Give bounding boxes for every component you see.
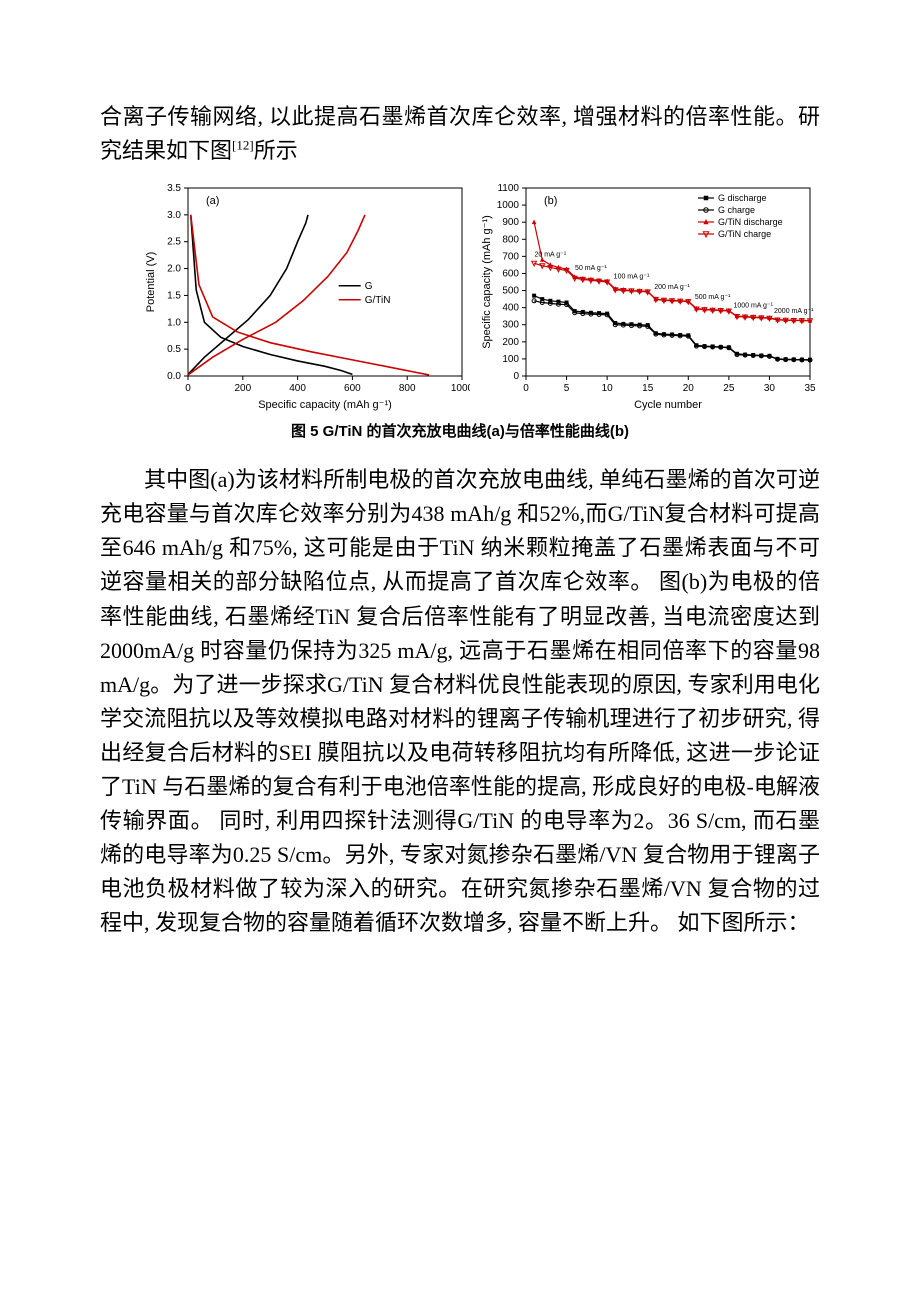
svg-text:50 mA g⁻¹: 50 mA g⁻¹ bbox=[575, 265, 607, 272]
figure-caption: 图 5 G/TiN 的首次充放电曲线(a)与倍率性能曲线(b) bbox=[100, 420, 820, 441]
svg-text:400: 400 bbox=[502, 303, 519, 314]
svg-text:G discharge: G discharge bbox=[718, 193, 767, 203]
svg-text:600: 600 bbox=[344, 383, 361, 394]
svg-text:1000 mA g⁻¹: 1000 mA g⁻¹ bbox=[733, 303, 773, 310]
svg-text:(a): (a) bbox=[206, 195, 219, 207]
intro-text-2: 所示 bbox=[254, 138, 298, 163]
svg-text:300: 300 bbox=[502, 320, 519, 331]
svg-text:400: 400 bbox=[289, 383, 306, 394]
svg-text:1000: 1000 bbox=[451, 383, 470, 394]
svg-text:20 mA g⁻¹: 20 mA g⁻¹ bbox=[534, 252, 566, 259]
svg-text:3.5: 3.5 bbox=[167, 183, 181, 194]
chart-b-svg: 0 5 10 15 20 25 30 35 0 100 200 300 400 500 600 700 800 9… bbox=[476, 182, 816, 412]
svg-text:1.0: 1.0 bbox=[167, 317, 181, 328]
svg-text:2000 mA g⁻¹: 2000 mA g⁻¹ bbox=[774, 308, 814, 315]
svg-text:Cycle number: Cycle number bbox=[634, 399, 702, 411]
svg-text:800: 800 bbox=[399, 383, 416, 394]
intro-paragraph: 合离子传输网络, 以此提高石墨烯首次库仑效率, 增强材料的倍率性能。研究结果如下… bbox=[100, 100, 820, 168]
svg-text:2.5: 2.5 bbox=[167, 237, 181, 248]
svg-text:0.5: 0.5 bbox=[167, 344, 181, 355]
svg-text:900: 900 bbox=[502, 217, 519, 228]
svg-text:200: 200 bbox=[502, 337, 519, 348]
svg-text:1100: 1100 bbox=[497, 183, 519, 194]
svg-text:G: G bbox=[365, 281, 373, 292]
svg-text:Specific capacity (mAh g⁻¹): Specific capacity (mAh g⁻¹) bbox=[481, 215, 493, 349]
svg-text:0: 0 bbox=[513, 371, 519, 382]
svg-text:200 mA g⁻¹: 200 mA g⁻¹ bbox=[654, 284, 690, 291]
svg-text:35: 35 bbox=[804, 383, 816, 394]
svg-text:100 mA g⁻¹: 100 mA g⁻¹ bbox=[614, 274, 650, 281]
figure-5: 020040060080010000.00.51.01.52.02.53.03.… bbox=[100, 182, 820, 412]
svg-text:2.0: 2.0 bbox=[167, 264, 181, 275]
svg-text:3.0: 3.0 bbox=[167, 210, 181, 221]
svg-text:10: 10 bbox=[602, 383, 614, 394]
svg-text:800: 800 bbox=[502, 234, 519, 245]
svg-text:G/TiN charge: G/TiN charge bbox=[718, 229, 771, 239]
svg-text:0: 0 bbox=[185, 383, 191, 394]
citation-ref: [12] bbox=[232, 138, 254, 153]
svg-text:30: 30 bbox=[764, 383, 776, 394]
chart-b-panel: 0 5 10 15 20 25 30 35 0 100 200 300 400 500 600 700 800 9… bbox=[476, 182, 816, 412]
svg-text:500: 500 bbox=[502, 286, 519, 297]
svg-text:100: 100 bbox=[502, 354, 519, 365]
svg-text:(b): (b) bbox=[544, 195, 557, 207]
svg-text:200: 200 bbox=[234, 383, 251, 394]
svg-text:G/TiN discharge: G/TiN discharge bbox=[718, 217, 783, 227]
svg-text:15: 15 bbox=[642, 383, 654, 394]
svg-text:700: 700 bbox=[502, 252, 519, 263]
svg-text:500 mA g⁻¹: 500 mA g⁻¹ bbox=[695, 294, 731, 301]
svg-text:Potential (V): Potential (V) bbox=[145, 252, 157, 313]
svg-text:25: 25 bbox=[723, 383, 735, 394]
chart-a-svg: 0 200 400 600 800 1000 0.0 0.5 1.0 1.5 2.0 2.5 3.0 3.… bbox=[140, 182, 470, 412]
chart-a-panel: 0 200 400 600 800 1000 0.0 0.5 1.0 1.5 2.0 2.5 3.0 3.… bbox=[140, 182, 470, 412]
svg-text:1000: 1000 bbox=[497, 200, 520, 211]
svg-text:0: 0 bbox=[523, 383, 529, 394]
svg-text:600: 600 bbox=[502, 269, 519, 280]
svg-text:Specific capacity (mAh g⁻¹): Specific capacity (mAh g⁻¹) bbox=[258, 399, 392, 411]
svg-text:G/TiN: G/TiN bbox=[365, 295, 391, 306]
svg-text:20: 20 bbox=[683, 383, 695, 394]
svg-text:G charge: G charge bbox=[718, 205, 755, 215]
body-paragraph: 其中图(a)为该材料所制电极的首次充放电曲线, 单纯石墨烯的首次可逆充电容量与首… bbox=[100, 463, 820, 940]
svg-text:0.0: 0.0 bbox=[167, 371, 181, 382]
svg-text:5: 5 bbox=[564, 383, 570, 394]
svg-text:1.5: 1.5 bbox=[167, 291, 181, 302]
intro-text-1: 合离子传输网络, 以此提高石墨烯首次库仑效率, 增强材料的倍率性能。研究结果如下… bbox=[100, 104, 820, 163]
